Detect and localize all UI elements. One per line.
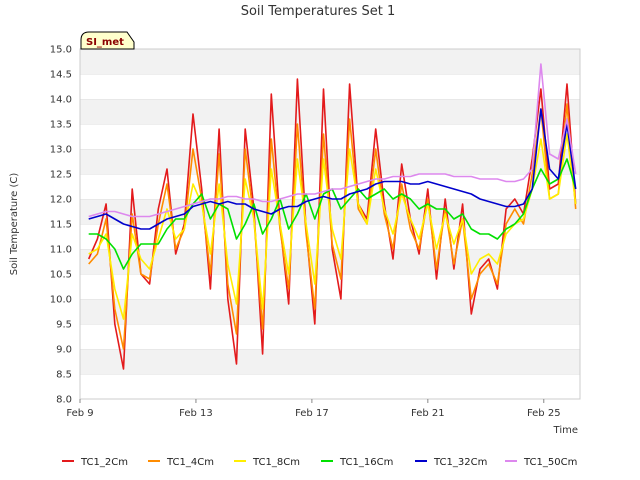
y-tick-label: 14.5	[50, 70, 72, 81]
legend-label: TC1_50Cm	[523, 457, 577, 468]
x-tick-label: Feb 17	[295, 408, 329, 419]
grid-band	[80, 349, 580, 374]
y-axis: 8.0 8.5 9.0 9.5 10.0 10.5 11.0 11.5 12.0 12.5 13.0…	[50, 45, 72, 406]
y-tick-label: 14.0	[50, 95, 72, 106]
grid-band	[80, 74, 580, 99]
y-tick-label: 10.5	[50, 270, 72, 281]
series-line-tc1_8cm	[88, 133, 577, 320]
y-tick-label: 13.0	[50, 145, 72, 156]
grid-band	[80, 299, 580, 324]
grid-band	[80, 99, 580, 124]
y-tick-label: 9.0	[56, 345, 72, 356]
grid-band	[80, 49, 580, 74]
y-tick-label: 8.5	[56, 370, 72, 381]
station-badge-shape	[80, 31, 135, 50]
plot-border	[79, 48, 581, 400]
y-tick-label: 13.5	[50, 120, 72, 131]
y-tick-label: 8.0	[56, 395, 72, 406]
grid-band	[80, 249, 580, 274]
x-axis: Feb 9 Feb 13 Feb 17 Feb 21 Feb 25	[66, 399, 561, 419]
grid-band	[80, 324, 580, 349]
grid-band	[80, 124, 580, 149]
y-tick-label: 11.5	[50, 220, 72, 231]
x-tick-label: Feb 9	[66, 408, 93, 419]
legend-label: TC1_8Cm	[252, 457, 300, 468]
series-lines	[87, 63, 577, 370]
series-line-tc1_4cm	[88, 103, 577, 350]
y-tick-label: 9.5	[56, 320, 72, 331]
legend-label: TC1_32Cm	[433, 457, 487, 468]
series-line-tc1_50cm	[88, 63, 577, 218]
x-tick-label: Feb 13	[179, 408, 213, 419]
chart-title: Soil Temperatures Set 1	[241, 4, 396, 19]
x-axis-label: Time	[553, 425, 578, 436]
x-tick-label: Feb 25	[527, 408, 561, 419]
x-tick-label: Feb 21	[411, 408, 445, 419]
station-badge-label: SI_met	[86, 37, 124, 48]
legend-label: TC1_16Cm	[339, 457, 393, 468]
legend-label: TC1_4Cm	[166, 457, 214, 468]
station-badge: SI_met	[80, 31, 135, 50]
grid-band	[80, 374, 580, 399]
grid-band	[80, 149, 580, 174]
y-tick-label: 10.0	[50, 295, 72, 306]
y-axis-label: Soil Temperature (C)	[9, 173, 20, 276]
y-tick-label: 15.0	[50, 45, 72, 56]
legend: TC1_2Cm TC1_4Cm TC1_8Cm TC1_16Cm TC1_32Cm TC1…	[62, 457, 577, 468]
grid-band	[80, 274, 580, 299]
y-tick-label: 11.0	[50, 245, 72, 256]
legend-label: TC1_2Cm	[80, 457, 128, 468]
series-line-tc1_32cm	[88, 108, 577, 230]
y-tick-label: 12.0	[50, 195, 72, 206]
y-tick-label: 12.5	[50, 170, 72, 181]
